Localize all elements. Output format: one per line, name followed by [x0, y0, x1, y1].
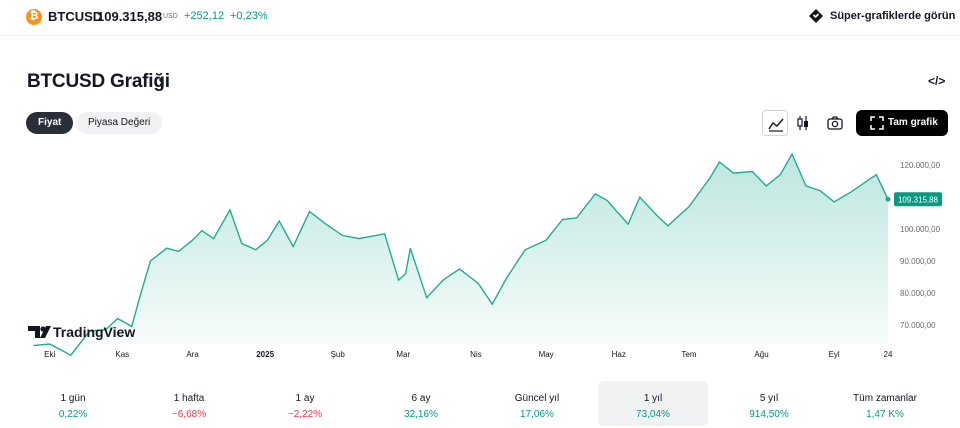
period-label: 5 yıl — [759, 393, 779, 404]
period-label: 6 ay — [411, 393, 431, 404]
tradingview-wordmark: TradingView — [53, 324, 135, 340]
period-5[interactable]: 1 yıl 73,04% — [598, 381, 708, 426]
period-7[interactable]: Tüm zamanlar 1,47 K% — [830, 381, 940, 426]
x-tick-label: May — [539, 350, 554, 359]
super-charts-link[interactable]: Süper-grafiklerde görün — [830, 10, 956, 22]
embed-code-icon[interactable]: </> — [928, 74, 946, 88]
current-price: 109.315,88 — [97, 9, 163, 24]
y-tick-label: 100.000,00 — [900, 225, 941, 234]
area-chart-icon — [768, 118, 784, 132]
candlestick-icon — [797, 116, 808, 130]
period-change: 1,47 K% — [866, 409, 904, 420]
period-label: 1 yıl — [643, 393, 663, 404]
period-change: 914,50% — [749, 409, 789, 420]
period-label: Tüm zamanlar — [853, 393, 917, 404]
x-tick-label: Haz — [612, 350, 626, 359]
period-change: −2,22% — [287, 409, 323, 420]
x-tick-label: Eyl — [829, 350, 840, 359]
x-tick-label: Kas — [115, 350, 129, 359]
x-tick-label: Eki — [44, 350, 55, 359]
x-tick-label: Mar — [396, 350, 410, 359]
period-label: 1 ay — [295, 393, 315, 404]
area-chart-button[interactable] — [762, 110, 788, 136]
tab-market-cap[interactable]: Piyasa Değeri — [76, 112, 163, 134]
y-tick-label: 70.000,00 — [900, 321, 936, 330]
price-line — [33, 152, 889, 357]
period-label: 1 gün — [60, 393, 86, 404]
page-title[interactable]: BTCUSD Grafiği — [27, 71, 170, 92]
y-tick-label: 90.000,00 — [900, 257, 936, 266]
x-tick-label: 24 — [884, 350, 893, 359]
x-tick-label: Ara — [186, 350, 199, 359]
camera-icon — [827, 116, 843, 130]
last-price-tag-label: 109.315,88 — [898, 195, 939, 204]
period-6[interactable]: 5 yıl 914,50% — [714, 381, 824, 426]
bitcoin-icon: ₿ — [26, 9, 42, 25]
price-change: +252,12 — [184, 10, 225, 22]
x-tick-label: Tem — [681, 350, 696, 359]
price-currency: USD — [163, 13, 178, 20]
period-label: 1 hafta — [173, 393, 205, 404]
y-tick-label: 120.000,00 — [900, 161, 941, 170]
candlestick-button[interactable] — [790, 110, 816, 136]
period-change: 32,16% — [404, 409, 438, 420]
period-0[interactable]: 1 gün 0,22% — [18, 381, 128, 426]
price-area-fill — [33, 154, 889, 356]
period-change: 0,22% — [58, 409, 88, 420]
x-tick-label: Ağu — [754, 350, 768, 359]
period-label: Güncel yıl — [514, 393, 560, 404]
super-charts-icon[interactable] — [808, 8, 824, 24]
tradingview-logo[interactable]: TradingView — [28, 324, 135, 340]
price-change-percent: +0,23% — [230, 10, 268, 22]
last-price-tag — [894, 192, 942, 207]
y-tick-label: 80.000,00 — [900, 289, 936, 298]
x-tick-label: 2025 — [256, 350, 274, 359]
full-chart-button[interactable]: Tam grafik — [856, 110, 948, 136]
symbol-header-bar: ₿ BTCUSD 109.315,88 USD +252,12 +0,23% S… — [0, 0, 960, 36]
full-chart-label: Tam grafik — [888, 117, 938, 128]
chevron-right-icon[interactable]: › — [158, 72, 164, 92]
period-performance-bar: 1 gün 0,22% 1 hafta −6,68% 1 ay −2,22% 6 ay 32,… — [20, 381, 940, 426]
snapshot-button[interactable] — [822, 110, 848, 136]
tradingview-logo-mark — [28, 326, 40, 338]
x-tick-label: Nis — [470, 350, 482, 359]
period-2[interactable]: 1 ay −2,22% — [250, 381, 360, 426]
period-1[interactable]: 1 hafta −6,68% — [134, 381, 244, 426]
price-chart[interactable]: 120.000,00110.000,00100.000,0090.000,008… — [0, 140, 960, 365]
last-price-point — [885, 196, 891, 202]
tab-price[interactable]: Fiyat — [26, 112, 74, 134]
tradingview-logo-slash — [40, 326, 51, 338]
period-change: −6,68% — [171, 409, 207, 420]
fullscreen-icon — [870, 116, 884, 130]
period-4[interactable]: Güncel yıl 17,06% — [482, 381, 592, 426]
period-change: 17,06% — [520, 409, 554, 420]
bitcoin-glyph: ₿ — [29, 10, 39, 22]
x-tick-label: Şub — [331, 350, 346, 359]
symbol-name[interactable]: BTCUSD — [48, 9, 103, 24]
period-3[interactable]: 6 ay 32,16% — [366, 381, 476, 426]
period-change: 73,04% — [636, 409, 670, 420]
